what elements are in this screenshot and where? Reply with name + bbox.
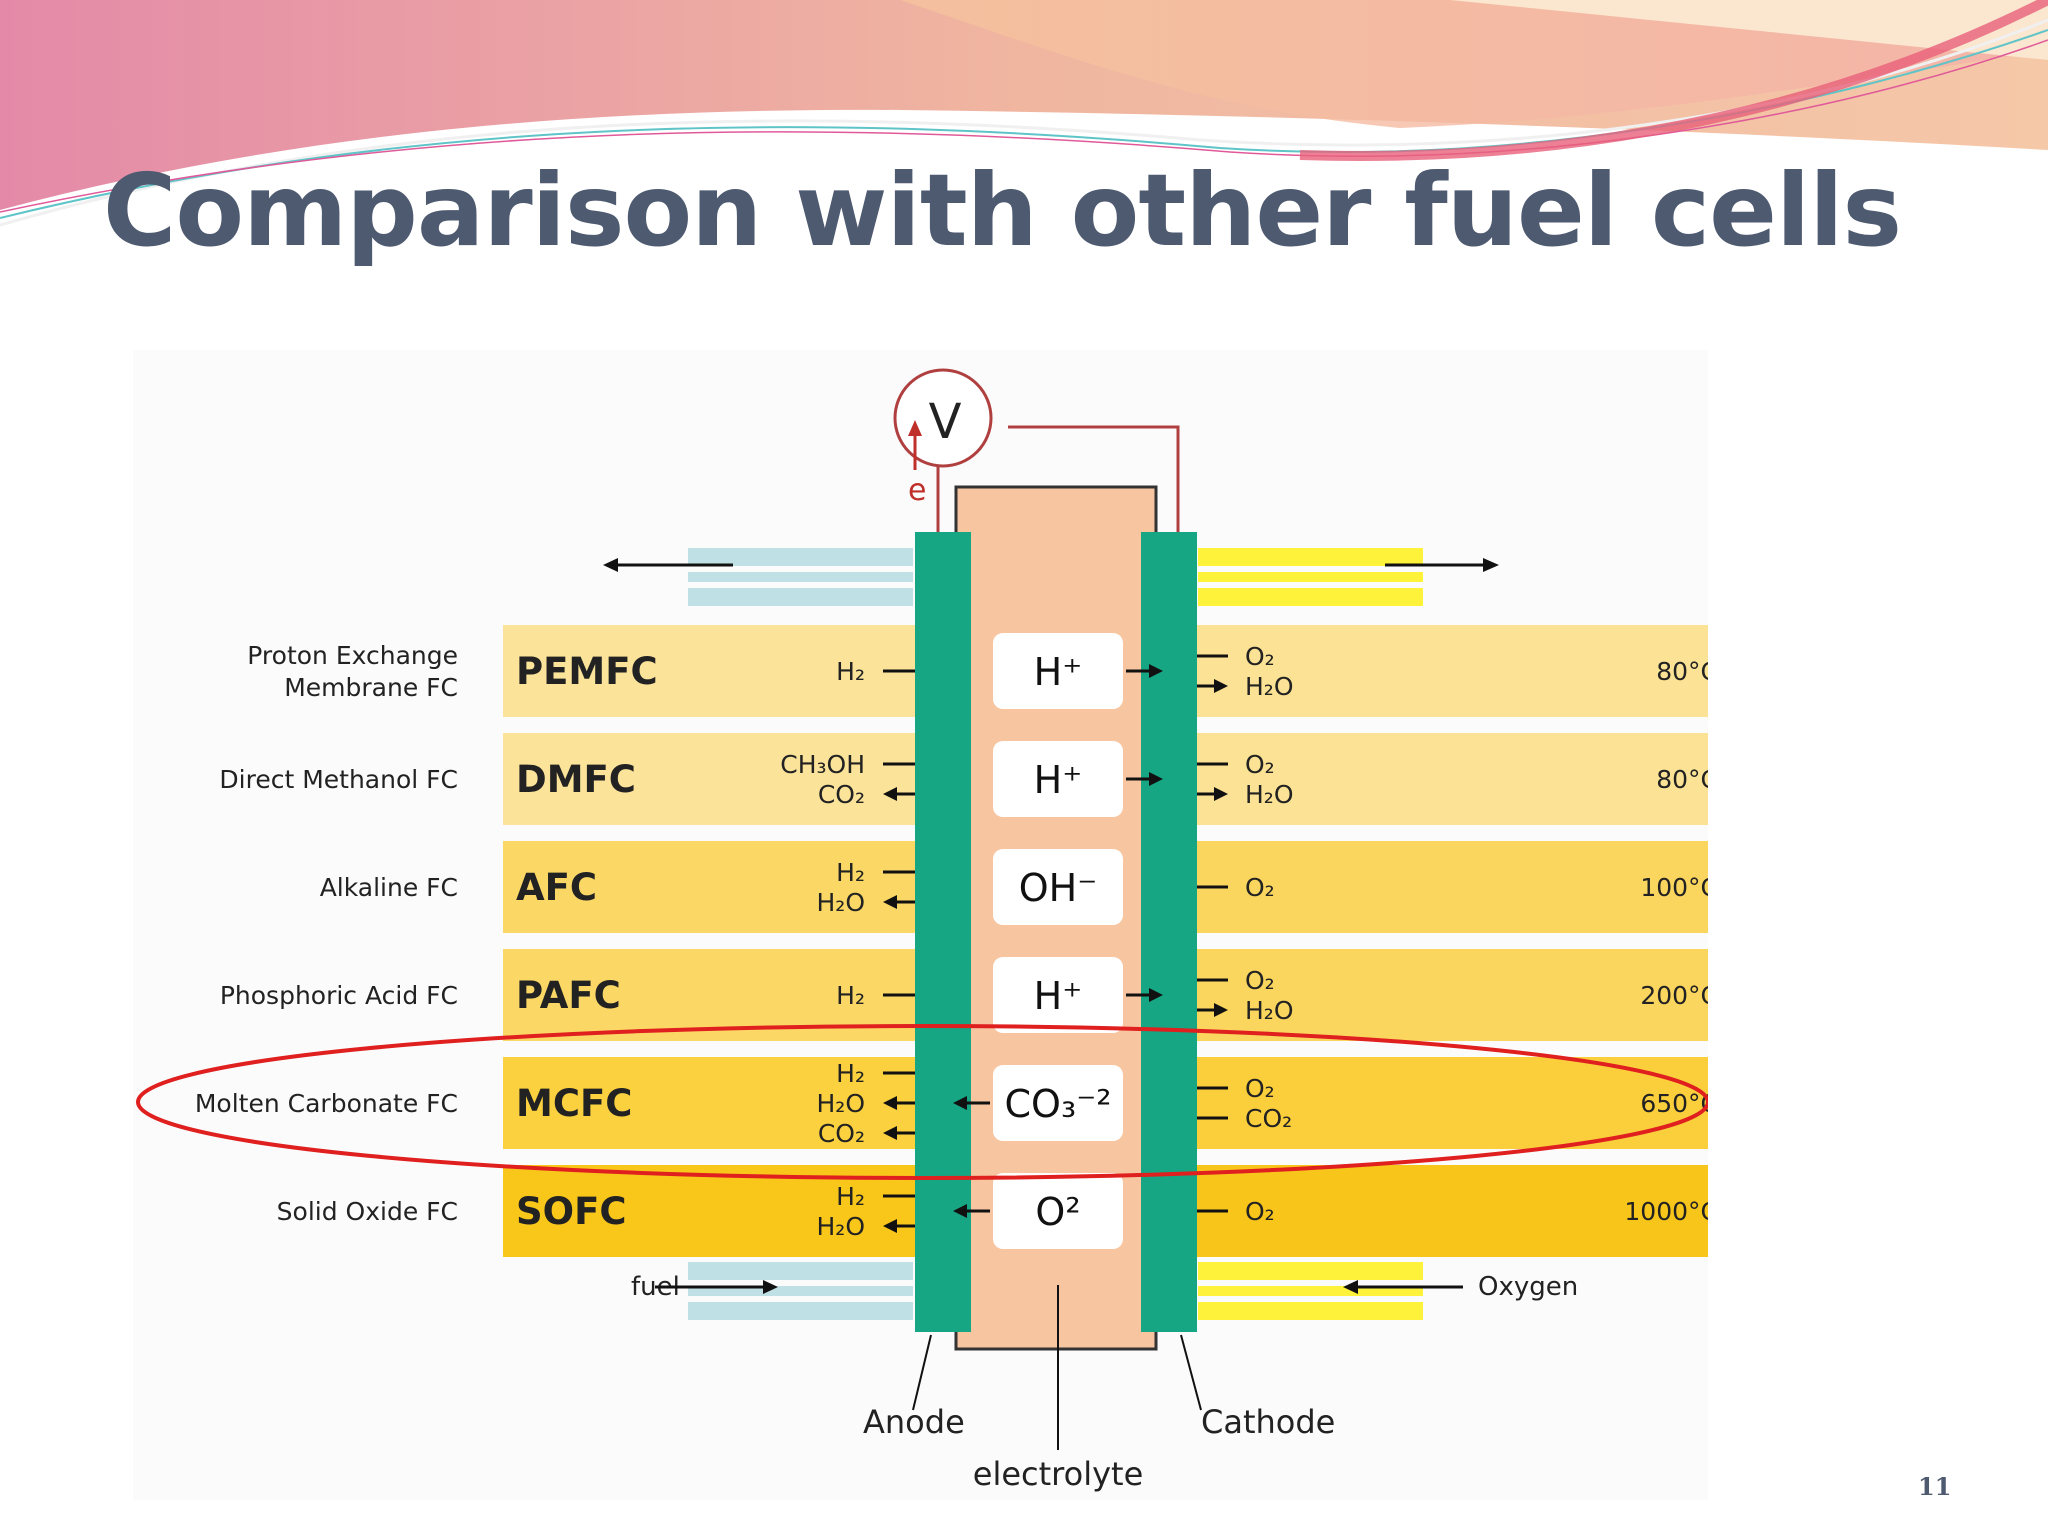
voltmeter-icon (893, 368, 993, 468)
operating-temperature: 100°C (1640, 873, 1708, 902)
slide-title: Comparison with other fuel cells (103, 152, 1902, 269)
cathode-species-label: O₂ (1245, 873, 1275, 902)
anode-species-label: H₂O (817, 1089, 866, 1118)
anode-species-label: H₂O (817, 888, 866, 917)
fuel-cell-name-line: Direct Methanol FC (219, 765, 458, 794)
anode-species-label: H₂ (836, 858, 865, 887)
cathode-species-label: O₂ (1245, 966, 1275, 995)
fuel-cell-abbr-pemfc: PEMFC (516, 650, 658, 693)
fuel-cell-name-line: Alkaline FC (320, 873, 458, 902)
anode-species-label: CO₂ (818, 780, 865, 809)
anode-band (503, 625, 915, 717)
page-number: 11 (1918, 1472, 1952, 1501)
fuel-cell-abbr-sofc: SOFC (516, 1190, 627, 1233)
cathode-species-label: H₂O (1245, 996, 1294, 1025)
ion-box-afc: OH⁻ (993, 849, 1123, 925)
anode-electrode (915, 532, 971, 1332)
anode-flow-channel-top (688, 548, 913, 606)
cathode-electrode (1141, 532, 1197, 1332)
anode-band (503, 733, 915, 825)
operating-temperature: 80°C (1656, 765, 1708, 794)
cathode-species-label: H₂O (1245, 672, 1294, 701)
cathode-species-label: O₂ (1245, 642, 1275, 671)
anode-species-label: H₂ (836, 981, 865, 1010)
voltmeter-label: V (929, 394, 962, 450)
anode-species-label: CO₂ (818, 1119, 865, 1148)
ion-flow-arrow (1126, 772, 1163, 786)
ion-flow-arrow (953, 1204, 990, 1218)
cathode-species-label: CO₂ (1245, 1104, 1292, 1133)
cathode-band (1197, 733, 1708, 825)
anode-species-label: H₂ (836, 1059, 865, 1088)
anode-band (503, 1165, 915, 1257)
fuel-cell-name-line: Solid Oxide FC (277, 1197, 458, 1226)
decorative-banner (0, 0, 2048, 227)
ion-box-mcfc: CO₃⁻² (953, 1065, 1123, 1141)
ion-label: H⁺ (1034, 974, 1083, 1018)
cathode-band (1197, 1057, 1708, 1149)
electron-label: e (908, 473, 926, 508)
anode-species-label: H₂O (817, 1212, 866, 1241)
fuel-cell-abbr-mcfc: MCFC (516, 1082, 632, 1125)
anode-band (503, 1057, 915, 1149)
anode-species-label: H₂ (836, 1182, 865, 1211)
fuel-cell-name-line: Membrane FC (284, 673, 458, 702)
cathode-flow-channel-top (1198, 548, 1423, 606)
cathode-species-label: H₂O (1245, 780, 1294, 809)
operating-temperature: 1000°C (1624, 1197, 1708, 1226)
cathode-label: Cathode (1201, 1403, 1335, 1441)
anode-band (503, 841, 915, 933)
ion-label: CO₃⁻² (1005, 1082, 1112, 1126)
ion-flow-arrow (1126, 988, 1163, 1002)
ion-box-sofc: O² (953, 1173, 1123, 1249)
ion-label: H⁺ (1034, 650, 1083, 694)
cathode-species-label: O₂ (1245, 750, 1275, 779)
anode-label: Anode (863, 1403, 965, 1441)
voltmeter-circuit: V e (893, 368, 1180, 532)
ion-box-pemfc: H⁺ (993, 633, 1163, 709)
electrolyte-label: electrolyte (973, 1455, 1144, 1493)
ion-box-dmfc: H⁺ (993, 741, 1163, 817)
anode-species-label: H₂ (836, 657, 865, 686)
anode-flow-channel-bottom (688, 1262, 913, 1320)
cathode-species-label: O₂ (1245, 1197, 1275, 1226)
ion-label: OH⁻ (1019, 866, 1098, 910)
cathode-species-label: O₂ (1245, 1074, 1275, 1103)
fuel-cell-abbr-pafc: PAFC (516, 974, 621, 1017)
ion-label: O² (1035, 1190, 1080, 1234)
ion-label: H⁺ (1034, 758, 1083, 802)
cathode-flow-channel-bottom (1198, 1262, 1423, 1320)
ion-flow-arrow (1126, 664, 1163, 678)
operating-temperature: 80°C (1656, 657, 1708, 686)
fuel-cell-abbr-dmfc: DMFC (516, 758, 636, 801)
fuel-cell-name-line: Proton Exchange (247, 641, 458, 670)
cathode-band (1197, 1165, 1708, 1257)
cathode-band (1197, 625, 1708, 717)
operating-temperature: 200°C (1640, 981, 1708, 1010)
fuel-cell-abbr-afc: AFC (516, 866, 597, 909)
oxygen-label: Oxygen (1478, 1272, 1578, 1302)
cathode-band (1197, 949, 1708, 1041)
ion-box-pafc: H⁺ (993, 957, 1163, 1033)
anode-species-label: CH₃OH (780, 750, 865, 779)
fuel-cell-name-line: Phosphoric Acid FC (220, 981, 458, 1010)
ion-flow-arrow (953, 1096, 990, 1110)
mcfc-highlight-ellipse (136, 1024, 1708, 1180)
cathode-band (1197, 841, 1708, 933)
fuel-cell-name-line: Molten Carbonate FC (195, 1089, 458, 1118)
